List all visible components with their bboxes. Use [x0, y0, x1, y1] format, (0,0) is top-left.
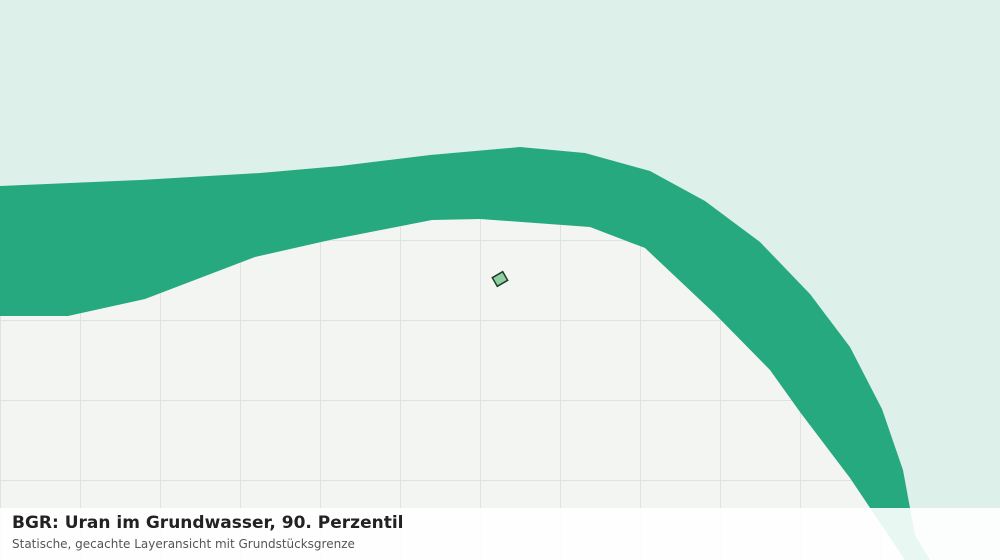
caption-bar: BGR: Uran im Grundwasser, 90. Perzentil … [0, 508, 1000, 560]
parcel-boundary [491, 270, 509, 288]
high-value-band [0, 147, 930, 560]
map-subtitle: Statische, gecachte Layeransicht mit Gru… [12, 537, 355, 551]
map-title: BGR: Uran im Grundwasser, 90. Perzentil [12, 513, 404, 533]
